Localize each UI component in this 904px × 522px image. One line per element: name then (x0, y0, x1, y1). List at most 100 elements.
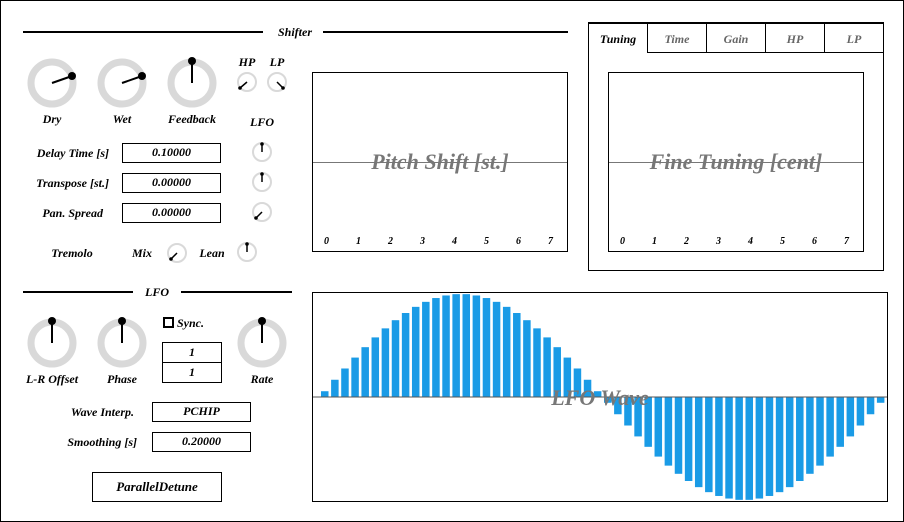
dry-label: Dry (42, 112, 62, 126)
fine-tuning-zero-line (609, 162, 863, 163)
lfo-wave-bar (634, 397, 642, 437)
lfo-wave-title: LFO Wave (551, 385, 649, 410)
lfo-wave-bar (654, 397, 663, 457)
lfo-wave-bar (735, 397, 743, 500)
lfo-wave-bar (705, 397, 713, 493)
lfo-wave-bar (513, 313, 521, 397)
wave-interp-label: Wave Interp. (70, 405, 134, 419)
lfo-wave-bar (796, 397, 804, 481)
lfo-wave-bar (593, 391, 602, 397)
rate-label: Rate (250, 372, 274, 386)
sync-checkbox[interactable] (163, 317, 174, 328)
sync-denominator-field[interactable]: 1 (162, 362, 222, 383)
lfo-wave-panel[interactable]: LFO Wave (312, 292, 888, 502)
lfo-wave-bar (553, 347, 561, 397)
pitch-tick: 5 (484, 236, 489, 247)
lfo-wave-bar (321, 391, 329, 397)
lfo-wave-bar (472, 295, 481, 397)
delay-time-field[interactable]: 0.10000 (122, 143, 221, 163)
lfo-wave-bar (866, 397, 875, 415)
lfo-wave-bar (381, 328, 390, 397)
lp-knob[interactable] (266, 71, 288, 93)
tuning-tick: 5 (780, 236, 785, 247)
dry-knob[interactable] (26, 57, 78, 109)
pitch-shift-panel[interactable]: Pitch Shift [st.] 0 1 2 3 4 5 6 7 (312, 72, 568, 252)
sync-numerator-field[interactable]: 1 (162, 342, 222, 363)
transpose-lfo-knob[interactable] (251, 171, 273, 193)
hp-knob[interactable] (236, 71, 258, 93)
tuning-tick: 2 (684, 236, 689, 247)
tab-hp[interactable]: HP (765, 23, 825, 53)
lfo-wave-bar (502, 306, 511, 397)
tab-tuning[interactable]: Tuning (588, 23, 648, 53)
phase-knob[interactable] (96, 317, 148, 369)
lfo-wave-bar (442, 295, 450, 397)
tremolo-mix-knob[interactable] (166, 242, 188, 264)
smoothing-label: Smoothing [s] (67, 435, 137, 449)
shifter-title: Shifter (277, 25, 312, 39)
fine-tuning-panel[interactable]: Fine Tuning [cent] 0 1 2 3 4 5 6 7 (608, 72, 864, 252)
lfo-rule-right (181, 291, 292, 293)
lfo-wave-bar (785, 397, 794, 488)
delay-time-lfo-knob[interactable] (251, 141, 273, 163)
tuning-tab-frame: Tuning Time Gain HP LP (588, 22, 884, 271)
lfo-wave-bar (533, 328, 541, 397)
lfo-title: LFO (145, 285, 169, 299)
transpose-label: Transpose [st.] (36, 176, 109, 190)
pitch-tick: 6 (516, 236, 521, 247)
lfo-wave-bar (684, 397, 693, 481)
lfo-wave-bar (492, 301, 501, 397)
preset-button[interactable]: ParallelDetune (92, 472, 222, 502)
lfo-wave-plot (313, 294, 887, 500)
lfo-wave-bar (371, 337, 380, 397)
lfo-wave-bar (482, 298, 491, 397)
lfo-wave-bar (715, 397, 723, 496)
wet-label: Wet (112, 112, 132, 126)
lfo-wave-bar (523, 320, 531, 397)
feedback-label: Feedback (168, 112, 216, 126)
lfo-wave-bar (361, 347, 369, 397)
pan-spread-field[interactable]: 0.00000 (122, 203, 221, 223)
lfo-wave-bar (775, 397, 784, 493)
phase-label: Phase (107, 372, 137, 386)
lr-offset-knob[interactable] (26, 317, 78, 369)
pitch-tick: 4 (452, 236, 457, 247)
rate-knob[interactable] (236, 317, 288, 369)
pitch-tick: 3 (420, 236, 425, 247)
smoothing-field[interactable]: 0.20000 (152, 432, 251, 452)
pitch-tick: 1 (356, 236, 361, 247)
wet-knob[interactable] (96, 57, 148, 109)
lfo-wave-bar (351, 357, 359, 397)
lfo-wave-bar (836, 397, 844, 447)
lfo-wave-bar (846, 397, 855, 437)
lfo-wave-bar (644, 397, 652, 447)
lfo-wave-bar (583, 379, 592, 397)
lfo-rule-left (23, 291, 133, 293)
pitch-shift-title: Pitch Shift [st.] (371, 149, 509, 174)
tab-time[interactable]: Time (647, 23, 707, 53)
tab-lp[interactable]: LP (824, 23, 884, 53)
lfo-wave-bar (876, 397, 885, 403)
feedback-knob[interactable] (166, 57, 218, 109)
pitch-tick: 2 (388, 236, 393, 247)
lfo-wave-bar (462, 294, 471, 397)
tremolo-lean-knob[interactable] (236, 241, 258, 263)
tuning-tick: 6 (812, 236, 817, 247)
delay-time-label: Delay Time [s] (36, 146, 109, 160)
shifter-rule-right (323, 31, 568, 33)
tab-strip-underline (647, 52, 884, 53)
lfo-wave-bar (755, 397, 764, 499)
pan-spread-lfo-knob[interactable] (251, 201, 273, 223)
hp-label: HP (238, 55, 256, 69)
lfo-wave-bar (452, 294, 460, 397)
tuning-tick: 1 (652, 236, 657, 247)
pitch-shift-zero-line (313, 162, 567, 163)
lfo-wave-bar (856, 397, 865, 426)
lfo-wave-bar (411, 306, 420, 397)
lr-offset-label: L-R Offset (25, 372, 79, 386)
transpose-field[interactable]: 0.00000 (122, 173, 221, 193)
wave-interp-field[interactable]: PCHIP (152, 402, 251, 422)
tab-gain[interactable]: Gain (706, 23, 766, 53)
lfo-wave-bar (694, 397, 703, 488)
